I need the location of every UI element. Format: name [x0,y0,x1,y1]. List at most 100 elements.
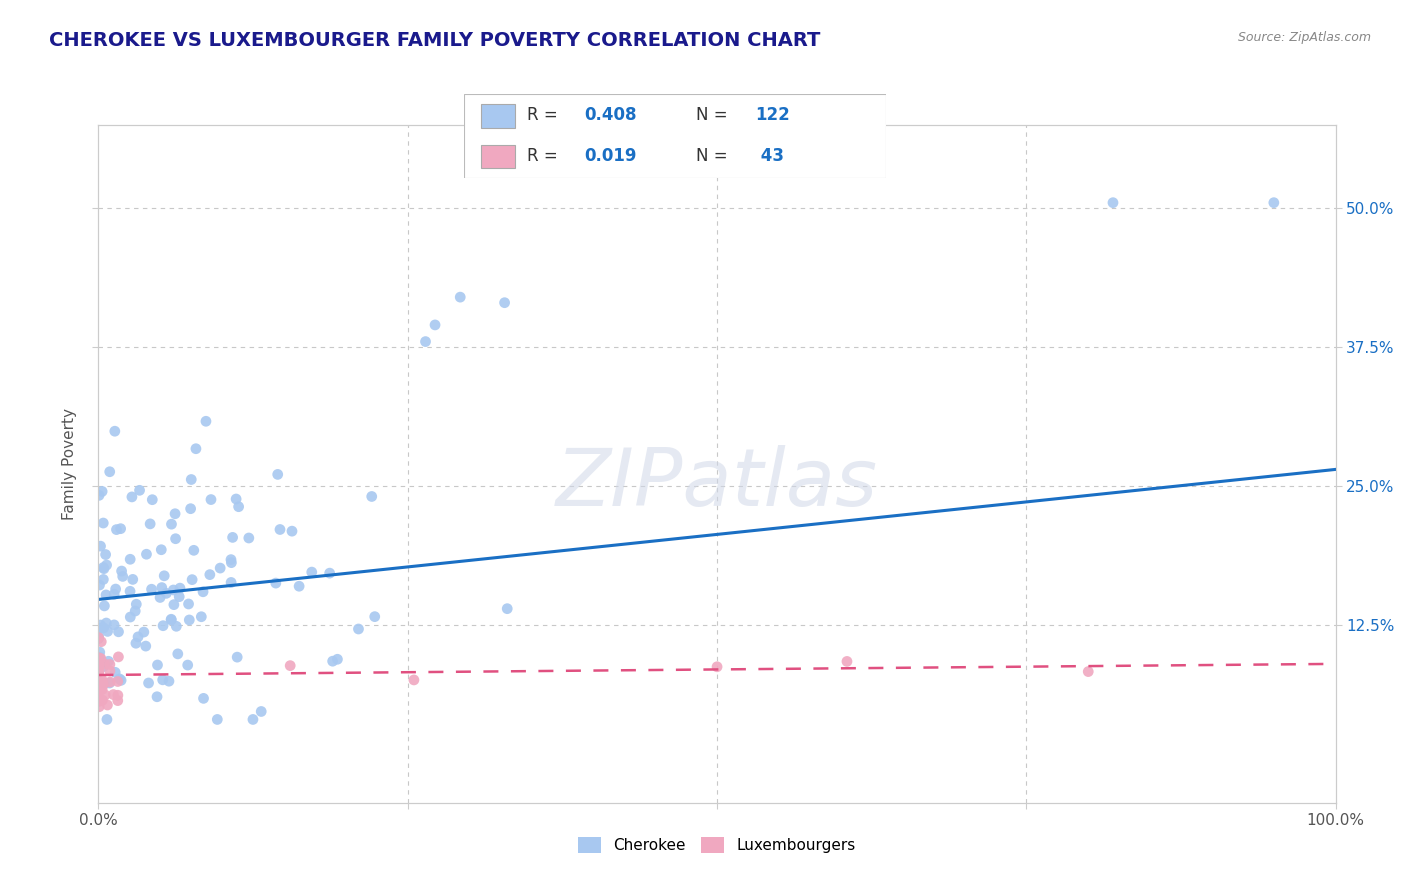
Point [149,591,172,605]
Point [179,613,201,627]
Point [91,673,114,687]
Text: N =: N = [696,106,733,124]
Point [90,634,112,648]
Point [494,295,516,310]
Point [402,673,425,687]
Point [360,490,382,504]
Point [141,492,163,507]
Point [496,601,519,615]
Point [94,688,117,702]
Point [89,645,111,659]
Point [87,657,110,672]
Point [104,665,127,680]
Point [89,699,111,714]
Point [87,665,110,679]
Point [96,558,118,572]
Point [160,613,183,627]
Point [135,639,157,653]
Point [91,682,114,697]
Point [193,691,215,706]
Point [107,674,129,689]
Point [177,658,200,673]
Text: CHEROKEE VS LUXEMBOURGER FAMILY POVERTY CORRELATION CHART: CHEROKEE VS LUXEMBOURGER FAMILY POVERTY … [49,31,821,50]
Point [141,582,163,597]
Point [157,674,180,689]
Point [281,524,304,538]
Point [121,490,143,504]
Point [138,676,160,690]
Point [87,663,110,677]
Point [94,588,117,602]
Point [219,552,242,566]
Point [160,612,183,626]
Point [90,680,112,694]
Point [181,573,204,587]
Point [105,523,128,537]
Point [127,630,149,644]
Point [449,290,471,304]
Point [90,651,112,665]
Point [91,560,114,574]
Point [152,618,174,632]
Point [110,673,132,688]
Legend: Cherokee, Luxembourgers: Cherokee, Luxembourgers [572,831,862,860]
Point [225,491,247,506]
Point [93,573,115,587]
Point [110,564,132,578]
Point [87,632,110,646]
Point [91,693,114,707]
Point [87,654,110,668]
Point [269,523,291,537]
Point [107,624,129,639]
Point [98,664,121,678]
Point [163,598,186,612]
Point [226,650,249,665]
Point [322,654,344,668]
Point [90,694,112,708]
Point [91,678,114,692]
Text: R =: R = [527,147,564,165]
Point [87,674,110,689]
Point [87,488,110,502]
Point [146,658,169,673]
Text: 0.019: 0.019 [585,147,637,165]
Text: ZIPatlas: ZIPatlas [555,445,879,524]
Point [87,657,110,671]
Point [96,713,118,727]
Point [165,619,187,633]
Point [221,556,243,570]
Point [87,665,110,679]
Text: 122: 122 [755,106,790,124]
Point [120,610,142,624]
Point [242,713,264,727]
Point [207,713,229,727]
Point [152,673,174,687]
Bar [481,103,515,128]
Point [98,676,121,690]
Point [89,539,111,553]
Point [107,693,129,707]
Point [267,467,290,482]
Point [146,690,169,704]
Point [150,581,173,595]
Point [288,579,311,593]
Point [97,624,120,639]
Point [162,582,184,597]
Y-axis label: Family Poverty: Family Poverty [62,408,77,520]
Point [87,694,110,708]
Point [194,414,217,428]
Text: 0.408: 0.408 [585,106,637,124]
Point [198,567,221,582]
Point [107,688,129,702]
Point [87,630,110,644]
Point [89,578,111,592]
Point [423,318,446,332]
Point [153,569,176,583]
Point [110,522,132,536]
Point [165,507,187,521]
Point [166,647,188,661]
Point [200,492,222,507]
Point [93,599,115,613]
Point [167,590,190,604]
Point [98,675,121,690]
